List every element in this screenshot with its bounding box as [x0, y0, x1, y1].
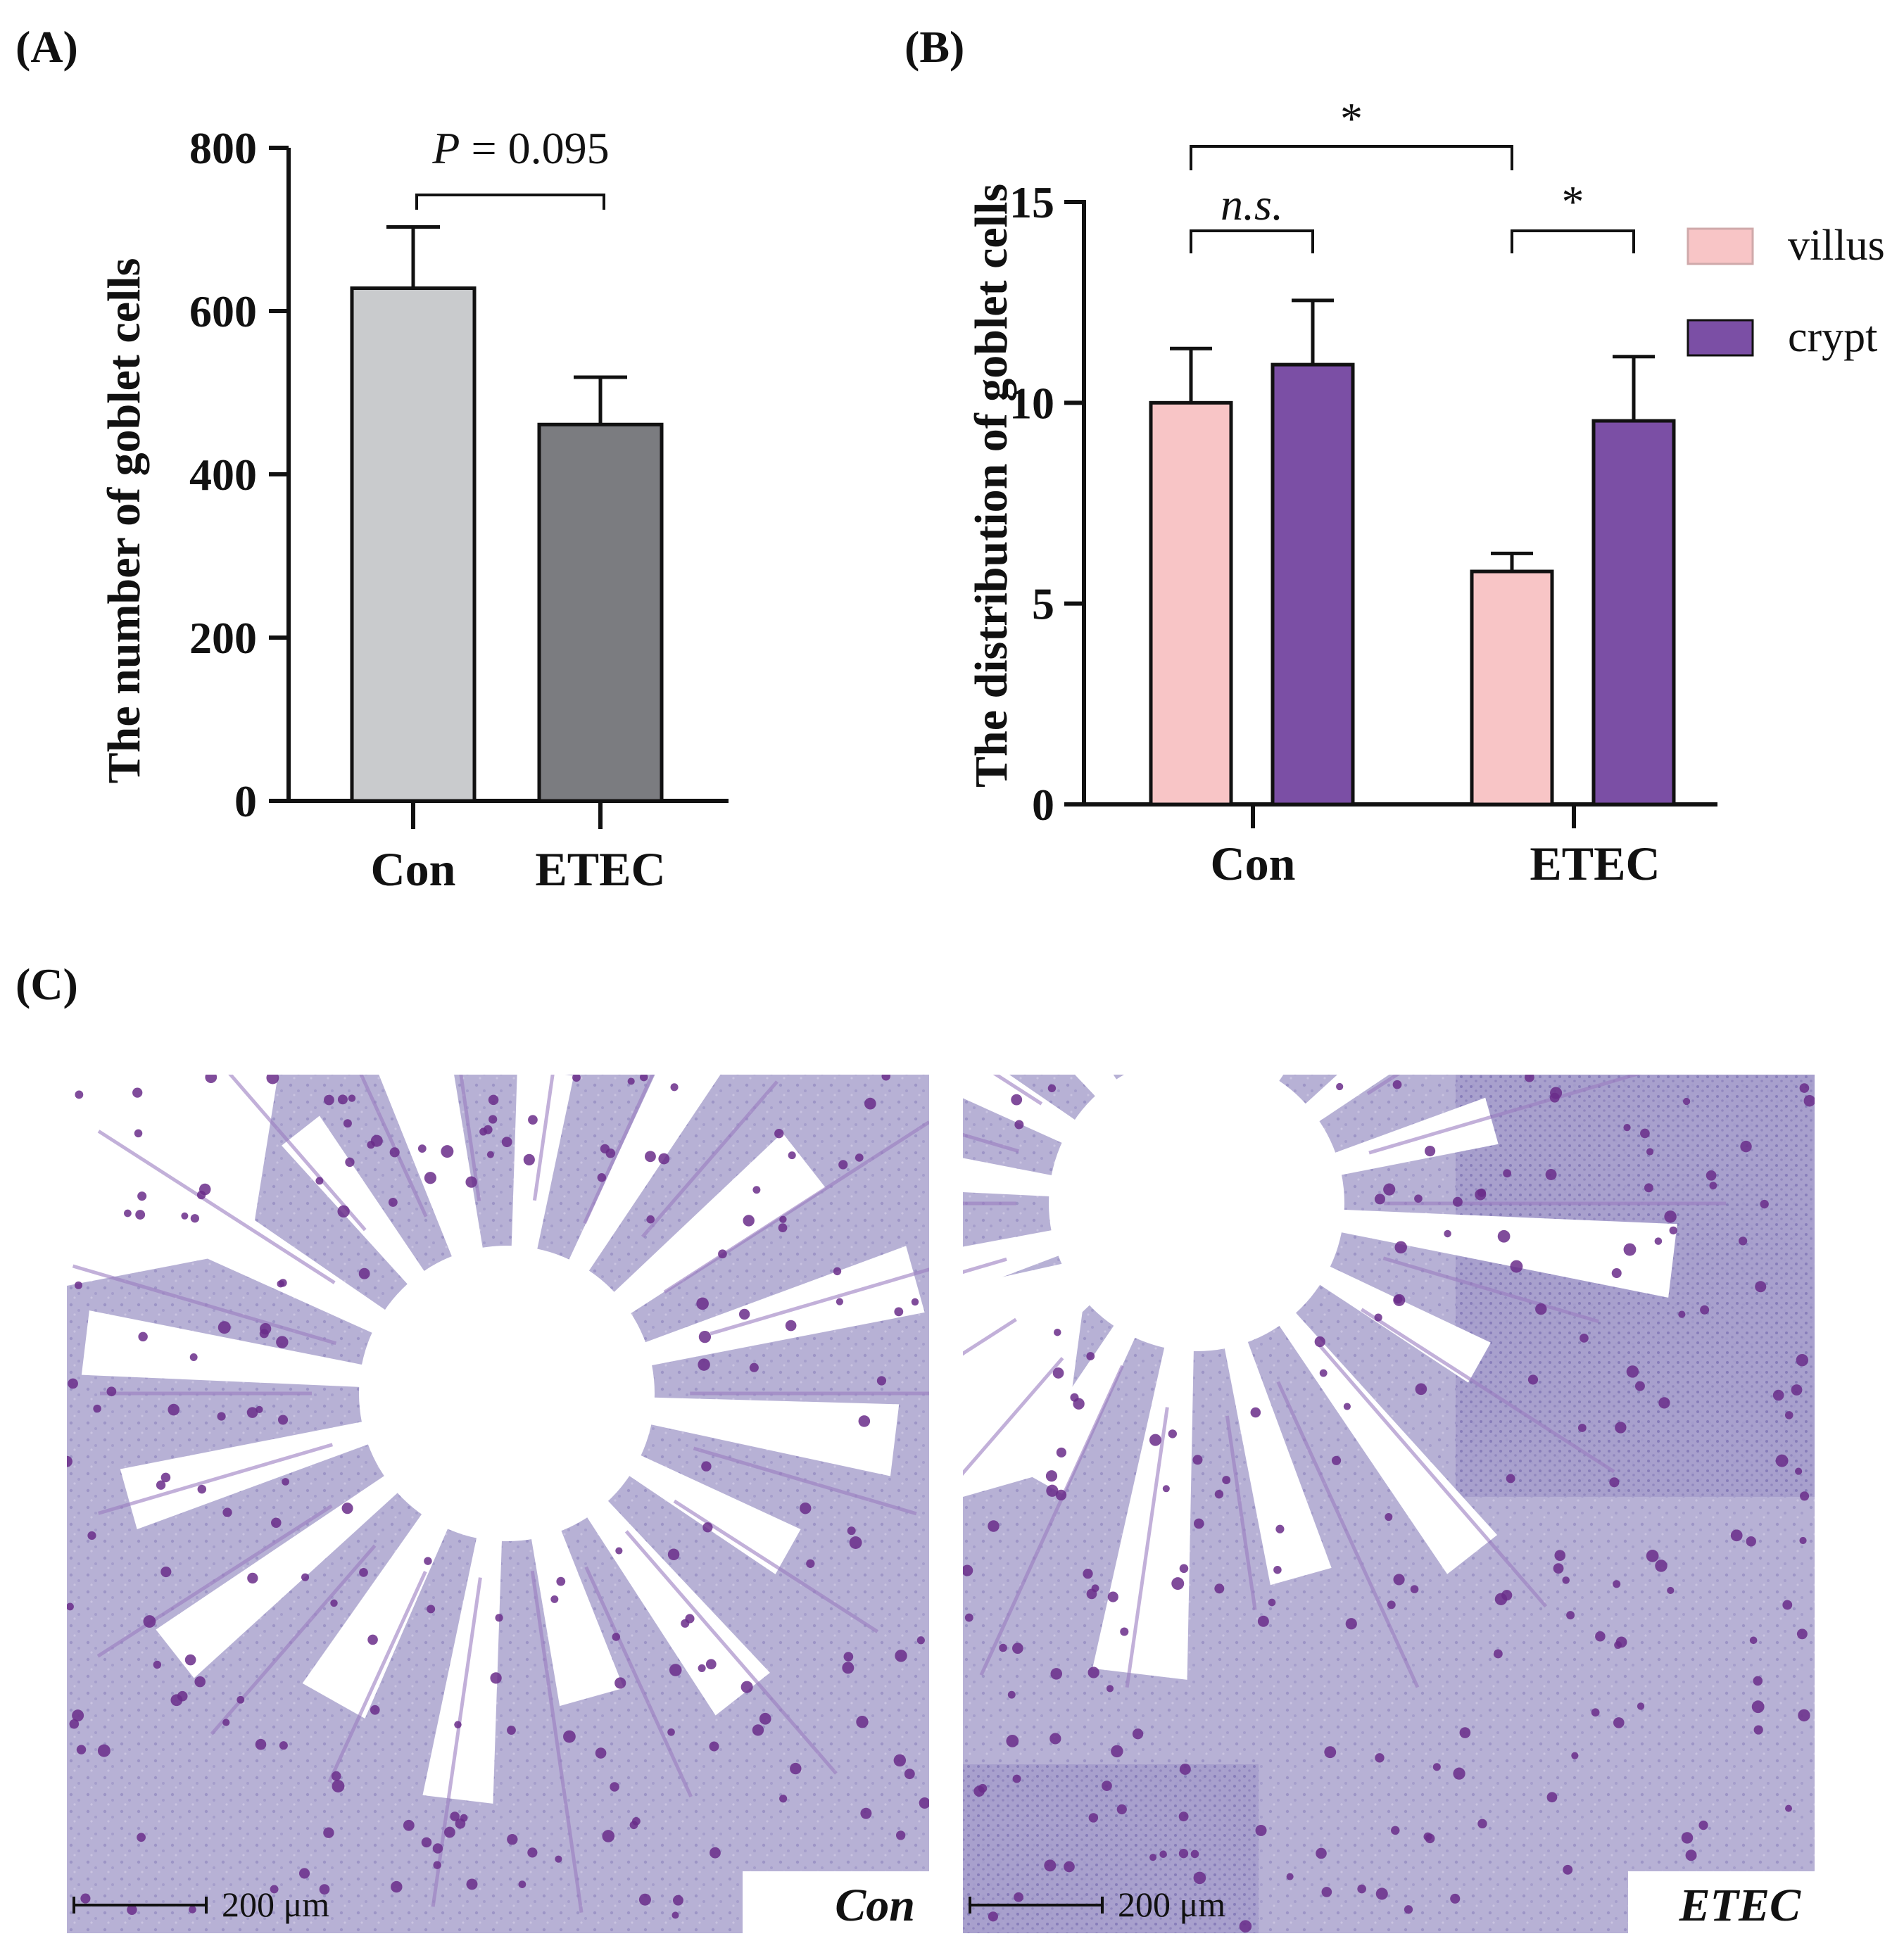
chart-b-ytick-label: 0	[1032, 780, 1054, 830]
micrograph-caption: Con	[835, 1880, 915, 1931]
chart-b-ylabel: The distribution of goblet cells	[966, 184, 1017, 788]
micrograph-caption: ETEC	[1679, 1880, 1801, 1931]
chart-b-ytick-label: 5	[1032, 579, 1054, 629]
chart-a-ytick-label: 800	[189, 123, 257, 173]
chart-b-bracket-villus	[1190, 145, 1513, 170]
legend-label-crypt: crypt	[1788, 313, 1877, 361]
chart-a-ylabel: The number of goblet cells	[99, 258, 150, 784]
micrograph-tissue	[963, 1075, 1815, 1933]
chart-a-annotation: P = 0.095	[431, 123, 609, 173]
chart-a-ytick-label: 0	[234, 776, 257, 826]
chart-b-xtick-label: Con	[1211, 837, 1296, 890]
chart-b-bracket-etec	[1511, 229, 1635, 253]
chart-b: The distribution of goblet cells 0 5 10 15 C…	[966, 94, 1885, 890]
chart-a-xtick-label: ETEC	[535, 842, 665, 896]
chart-b-bar-con-villus	[1149, 400, 1233, 807]
scale-bar-label: 200 μm	[1118, 1885, 1225, 1924]
chart-b-bar-etec-villus	[1470, 569, 1554, 807]
chart-a-bracket	[415, 194, 605, 210]
chart-a-xtick-label: Con	[371, 842, 456, 896]
micrograph-tissue	[67, 1075, 929, 1933]
micrograph-panel: Con 200 μm ETEC 200 μm	[67, 1075, 1815, 1933]
legend-swatch-villus	[1687, 227, 1754, 265]
scale-bar-label: 200 μm	[222, 1885, 329, 1924]
legend-swatch-crypt	[1687, 319, 1754, 357]
chart-b-ytick-label: 10	[1009, 378, 1054, 428]
micrograph-con: Con 200 μm	[67, 1075, 929, 1933]
chart-b-bar-etec-crypt	[1591, 419, 1676, 807]
chart-b-bar-con-crypt	[1271, 362, 1355, 807]
micrograph-caption-box	[743, 1871, 929, 1933]
chart-b-annotation-ns: n.s.	[1221, 179, 1283, 229]
chart-b-ytick-label: 15	[1009, 177, 1054, 227]
chart-a-ytick-label: 600	[189, 286, 257, 336]
chart-b-annotation-star: *	[1340, 94, 1363, 144]
micrograph-caption-box	[1628, 1871, 1815, 1933]
chart-a-ytick-label: 200	[189, 613, 257, 663]
chart-a: The number of goblet cells P = 0.095 0 20…	[99, 123, 729, 896]
panel-label-c: (C)	[15, 959, 78, 1009]
chart-b-xtick-label: ETEC	[1530, 837, 1660, 890]
panel-label-b: (B)	[904, 22, 964, 72]
chart-a-ytick-label: 400	[189, 450, 257, 500]
chart-a-bar-con	[350, 286, 477, 803]
chart-b-bracket-con	[1190, 229, 1314, 253]
legend-label-villus: villus	[1788, 222, 1885, 270]
chart-b-annotation-star: *	[1562, 177, 1584, 227]
micrograph-etec: ETEC 200 μm	[963, 1075, 1815, 1933]
chart-a-bar-etec	[537, 422, 664, 803]
panel-label-a: (A)	[15, 22, 78, 72]
